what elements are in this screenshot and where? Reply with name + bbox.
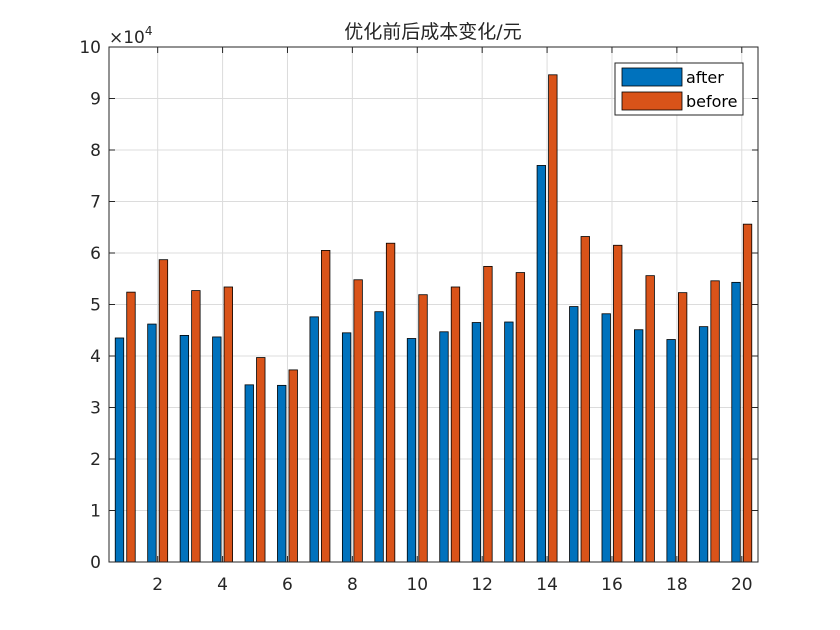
bar-after [601, 313, 611, 563]
y-tick-label: 10 [79, 38, 101, 58]
bar-before [677, 292, 688, 563]
legend: after before [614, 62, 744, 116]
bar-before [288, 369, 298, 563]
bar-before [548, 74, 558, 563]
bar-before [191, 290, 201, 563]
bar-before [613, 244, 623, 563]
bar-before [483, 265, 493, 563]
bar-after [536, 165, 546, 563]
y-tick-label: 6 [90, 244, 101, 264]
x-tick-label: 10 [406, 575, 428, 595]
y-tick-label: 3 [90, 399, 101, 419]
y-tick-label: 8 [90, 141, 101, 161]
bar-before [645, 275, 655, 563]
bar-before [126, 291, 136, 563]
bar-before [158, 259, 169, 563]
bar-after [698, 326, 709, 563]
bar-before [418, 294, 428, 563]
x-tick-label: 4 [217, 575, 228, 595]
bar-after [309, 316, 319, 563]
bar-before [385, 242, 396, 563]
bar-after [212, 336, 222, 563]
bar-after [341, 332, 352, 563]
bar-after [439, 331, 449, 563]
legend-swatch-after [621, 67, 683, 87]
legend-label-before: before [686, 92, 738, 111]
legend-label-after: after [686, 68, 724, 87]
y-tick-label: 9 [90, 90, 101, 110]
bar-after [244, 384, 254, 563]
chart-title: 优化前后成本变化/元 [344, 21, 521, 43]
legend-swatch-before [621, 91, 683, 111]
y-tick-label: 5 [90, 296, 101, 316]
bar-before [742, 223, 753, 563]
x-tick-label: 2 [152, 575, 163, 595]
bar-after [666, 339, 676, 563]
bar-after [374, 311, 384, 563]
bar-after [731, 281, 741, 563]
y-axis-multiplier: ×104 [109, 24, 153, 48]
x-tick-label: 14 [536, 575, 558, 595]
bars [114, 74, 753, 563]
x-tick-label: 6 [282, 575, 293, 595]
bar-before [515, 272, 526, 563]
x-tick-label: 18 [666, 575, 688, 595]
bar-before [321, 250, 331, 563]
bar-after [277, 384, 287, 563]
bar-after [504, 321, 514, 563]
bar-after [179, 334, 190, 563]
bar-after [147, 323, 157, 563]
y-tick-label: 0 [90, 553, 101, 573]
y-tick-label: 2 [90, 450, 101, 470]
bar-after [114, 337, 125, 563]
x-tick-label: 8 [347, 575, 358, 595]
bar-before [450, 286, 461, 563]
bar-after [471, 322, 482, 563]
bar-after [634, 329, 644, 563]
x-tick-label: 16 [601, 575, 623, 595]
y-tick-label: 4 [90, 347, 101, 367]
bar-before [223, 286, 233, 563]
bar-before [353, 279, 363, 563]
bar-after [569, 306, 579, 563]
bar-after [406, 338, 417, 563]
x-tick-label: 12 [471, 575, 493, 595]
bar-before [256, 357, 266, 563]
y-tick-label: 1 [90, 502, 101, 522]
x-tick-label: 20 [731, 575, 753, 595]
y-tick-label: 7 [90, 193, 101, 213]
bar-before [710, 280, 720, 563]
bar-before [580, 236, 590, 563]
